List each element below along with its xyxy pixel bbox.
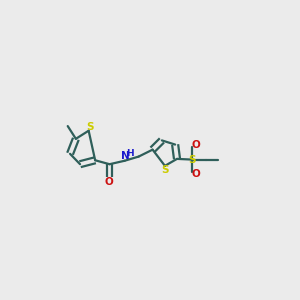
Text: O: O [191, 169, 200, 179]
Text: S: S [161, 165, 169, 176]
Text: O: O [104, 176, 113, 187]
Text: S: S [86, 122, 94, 132]
Text: H: H [126, 148, 134, 158]
Text: S: S [188, 154, 196, 165]
Text: O: O [191, 140, 200, 151]
Text: N: N [121, 151, 130, 161]
